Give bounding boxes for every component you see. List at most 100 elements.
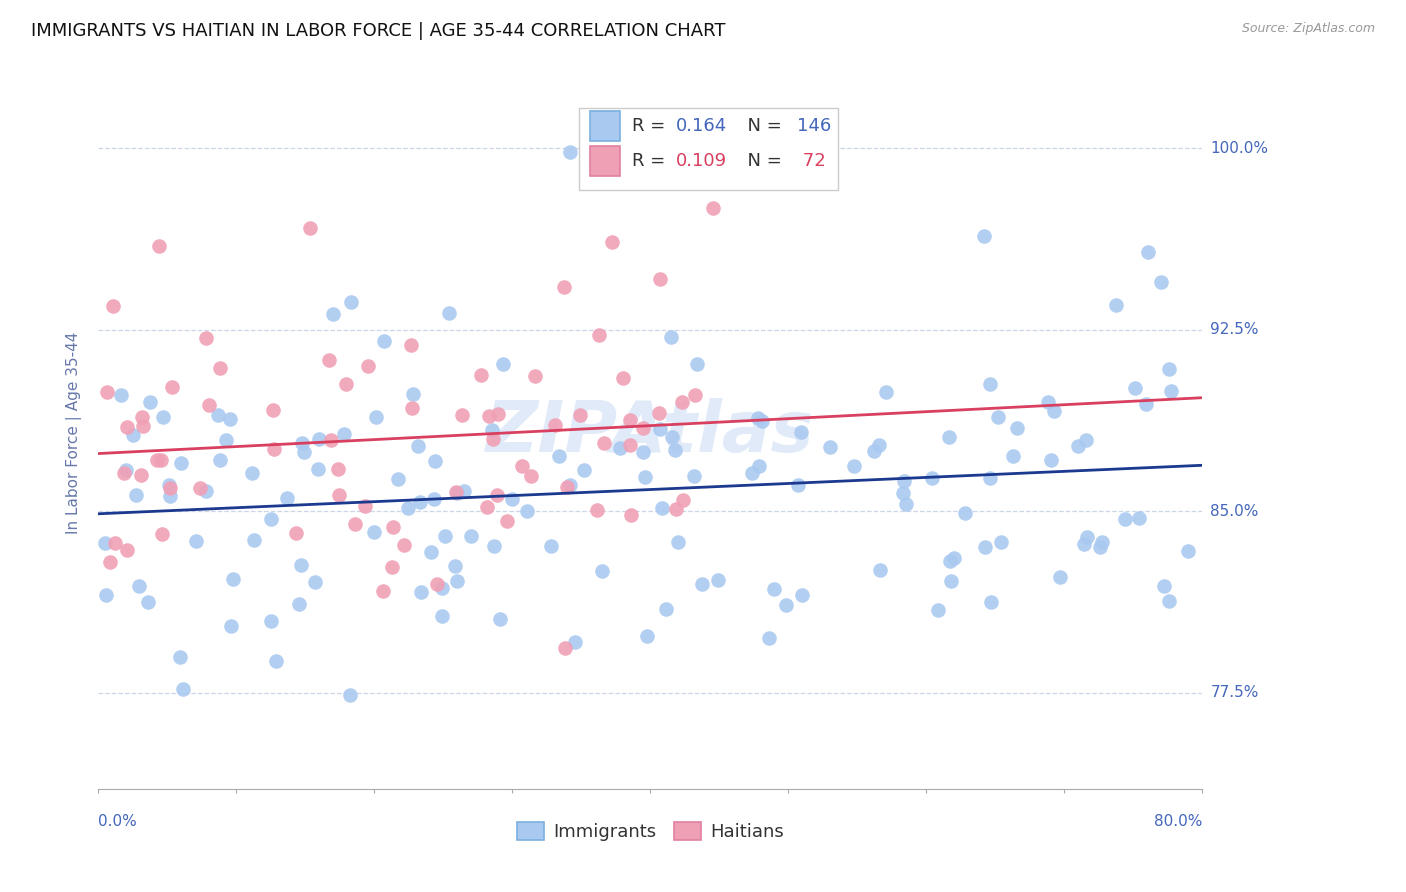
Point <box>1150 275 1173 289</box>
Point <box>263 442 285 456</box>
Point <box>475 500 498 514</box>
Point <box>409 585 432 599</box>
Point <box>762 582 785 596</box>
Point <box>666 535 689 549</box>
Point <box>195 484 218 499</box>
Text: N =: N = <box>737 153 787 170</box>
Point <box>636 629 658 643</box>
Point <box>159 482 181 496</box>
Point <box>973 228 995 243</box>
Point <box>152 527 174 541</box>
Point <box>1128 511 1150 525</box>
Text: 85.0%: 85.0% <box>1211 504 1258 519</box>
Point <box>554 641 576 656</box>
Point <box>1002 449 1025 463</box>
Point <box>159 490 181 504</box>
Point <box>612 371 634 385</box>
Point <box>110 388 132 402</box>
Point <box>863 443 886 458</box>
Point <box>285 526 308 541</box>
Point <box>444 559 467 574</box>
Point <box>1043 404 1066 418</box>
Point <box>409 495 432 509</box>
Point <box>152 409 174 424</box>
Point <box>426 576 449 591</box>
Point <box>399 337 422 351</box>
Point <box>588 328 610 343</box>
Point <box>208 453 231 467</box>
Point <box>478 409 501 423</box>
Point <box>481 433 503 447</box>
Point <box>842 458 865 473</box>
Point <box>290 558 312 573</box>
Point <box>381 559 404 574</box>
FancyBboxPatch shape <box>589 146 620 177</box>
Point <box>259 615 281 629</box>
Text: 146: 146 <box>797 117 831 135</box>
Text: ZIPAtlas: ZIPAtlas <box>486 398 814 467</box>
Point <box>298 220 321 235</box>
Point <box>1114 512 1136 526</box>
Point <box>188 481 211 495</box>
FancyBboxPatch shape <box>578 108 838 190</box>
Point <box>402 387 425 401</box>
Point <box>207 408 229 422</box>
Point <box>979 471 1001 485</box>
Point <box>1157 594 1180 608</box>
Point <box>927 602 949 616</box>
Point <box>1135 397 1157 411</box>
Point <box>208 360 231 375</box>
Point <box>544 417 567 432</box>
Point <box>96 384 118 399</box>
Point <box>686 357 709 371</box>
Point <box>1160 384 1182 398</box>
Text: Source: ZipAtlas.com: Source: ZipAtlas.com <box>1241 22 1375 36</box>
Point <box>980 595 1002 609</box>
Point <box>434 529 457 543</box>
Point <box>747 411 769 425</box>
Point <box>398 500 420 515</box>
Point <box>266 654 288 668</box>
Point <box>512 458 534 473</box>
Point <box>672 492 695 507</box>
Point <box>115 463 138 477</box>
Point <box>446 574 468 588</box>
Point <box>1153 579 1175 593</box>
Y-axis label: In Labor Force | Age 35-44: In Labor Force | Age 35-44 <box>66 332 83 533</box>
Point <box>634 470 657 484</box>
Point <box>1040 453 1063 467</box>
Point <box>555 480 578 494</box>
Point <box>104 536 127 550</box>
Point <box>93 536 115 550</box>
Point <box>790 588 813 602</box>
Text: 0.0%: 0.0% <box>98 814 138 830</box>
Text: R =: R = <box>631 117 671 135</box>
Point <box>896 497 918 511</box>
Point <box>322 307 344 321</box>
Point <box>790 425 813 439</box>
Point <box>891 486 914 500</box>
Point <box>619 413 641 427</box>
Point <box>446 486 468 500</box>
Point <box>340 294 363 309</box>
Point <box>146 452 169 467</box>
Point <box>690 577 713 591</box>
Point <box>516 503 538 517</box>
Text: 72: 72 <box>797 153 825 170</box>
Point <box>115 543 138 558</box>
Point <box>259 511 281 525</box>
Point <box>775 598 797 612</box>
Point <box>101 299 124 313</box>
Point <box>619 438 641 452</box>
Point <box>492 357 515 371</box>
Point <box>335 376 357 391</box>
Point <box>184 534 207 549</box>
Point <box>387 472 409 486</box>
Point <box>593 435 616 450</box>
Point <box>702 201 724 215</box>
Text: 77.5%: 77.5% <box>1211 685 1258 700</box>
Point <box>460 529 482 543</box>
Point <box>938 554 960 568</box>
Point <box>600 235 623 249</box>
Point <box>751 414 773 428</box>
